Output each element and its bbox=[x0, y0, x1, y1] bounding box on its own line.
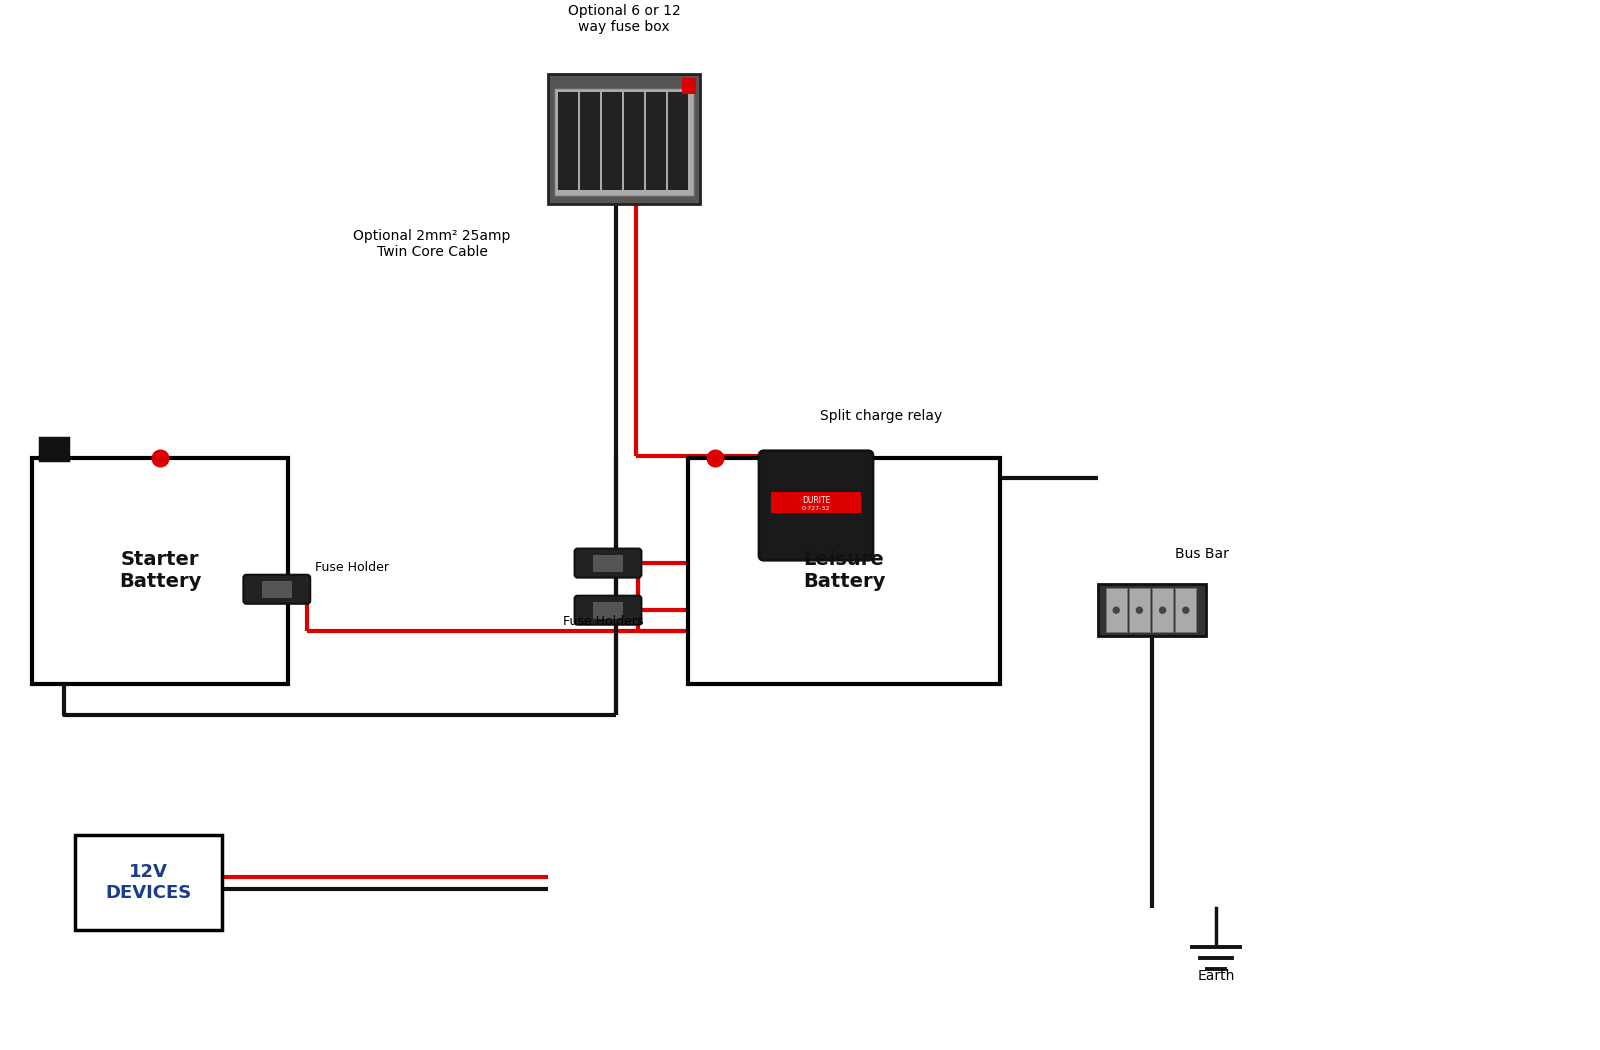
Circle shape bbox=[1182, 607, 1189, 613]
Bar bbox=[32, 459, 288, 684]
Bar bbox=[1130, 588, 1150, 632]
Circle shape bbox=[1114, 607, 1118, 613]
Bar bbox=[1152, 588, 1173, 632]
Circle shape bbox=[1136, 607, 1142, 613]
Bar bbox=[1106, 588, 1126, 632]
Bar bbox=[682, 78, 696, 93]
Bar bbox=[602, 91, 622, 190]
Text: Leisure
Battery: Leisure Battery bbox=[803, 550, 885, 591]
Text: Fuse Holders: Fuse Holders bbox=[563, 615, 643, 628]
Bar bbox=[1174, 588, 1197, 632]
FancyBboxPatch shape bbox=[243, 574, 310, 604]
Bar bbox=[771, 491, 861, 513]
Bar bbox=[554, 87, 694, 196]
Text: 12V
DEVICES: 12V DEVICES bbox=[106, 863, 192, 902]
FancyBboxPatch shape bbox=[574, 595, 642, 625]
Bar bbox=[688, 459, 1000, 684]
Bar bbox=[75, 836, 222, 929]
Bar bbox=[669, 91, 688, 190]
Text: Optional 2mm² 25amp
Twin Core Cable: Optional 2mm² 25amp Twin Core Cable bbox=[354, 229, 510, 258]
Bar bbox=[624, 91, 643, 190]
Text: Starter
Battery: Starter Battery bbox=[118, 550, 202, 591]
Text: DURITE: DURITE bbox=[802, 496, 830, 505]
Bar bbox=[547, 74, 701, 205]
Text: Earth: Earth bbox=[1197, 969, 1235, 983]
Text: Fuse Holder: Fuse Holder bbox=[315, 561, 389, 574]
FancyBboxPatch shape bbox=[758, 450, 874, 561]
Bar bbox=[40, 439, 67, 460]
Bar bbox=[646, 91, 666, 190]
Circle shape bbox=[1160, 607, 1165, 613]
Text: Bus Bar: Bus Bar bbox=[1174, 547, 1229, 561]
Text: 0-727-32: 0-727-32 bbox=[802, 506, 830, 511]
Bar bbox=[579, 91, 600, 190]
Text: Optional 6 or 12
way fuse box: Optional 6 or 12 way fuse box bbox=[568, 3, 680, 34]
FancyBboxPatch shape bbox=[574, 548, 642, 578]
Bar bbox=[261, 581, 291, 597]
Bar bbox=[558, 91, 578, 190]
Bar bbox=[592, 554, 622, 571]
Text: Split charge relay: Split charge relay bbox=[819, 408, 942, 423]
Bar bbox=[1098, 584, 1206, 636]
Bar bbox=[592, 602, 622, 618]
